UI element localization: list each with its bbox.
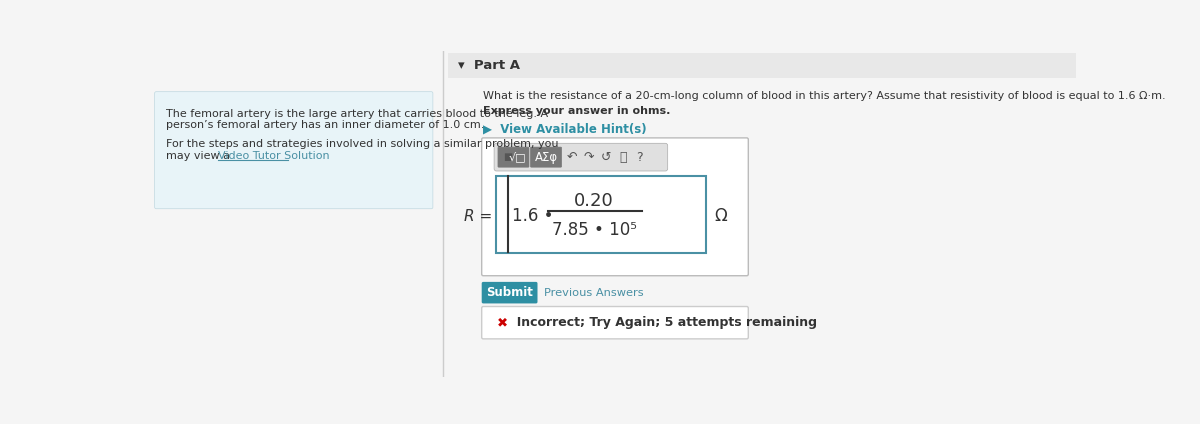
Text: Video Tutor Solution: Video Tutor Solution bbox=[218, 151, 330, 161]
Text: Previous Answers: Previous Answers bbox=[544, 287, 643, 298]
FancyBboxPatch shape bbox=[481, 138, 749, 276]
FancyBboxPatch shape bbox=[498, 147, 529, 167]
Text: Submit: Submit bbox=[486, 286, 533, 299]
Text: AΣφ: AΣφ bbox=[534, 151, 558, 164]
Text: ⬛: ⬛ bbox=[619, 151, 626, 164]
Text: For the steps and strategies involved in solving a similar problem, you: For the steps and strategies involved in… bbox=[166, 139, 558, 149]
FancyBboxPatch shape bbox=[530, 147, 562, 167]
FancyBboxPatch shape bbox=[481, 307, 749, 339]
Text: 1.6 •: 1.6 • bbox=[512, 207, 553, 226]
Text: may view a: may view a bbox=[166, 151, 233, 161]
Text: ↺: ↺ bbox=[600, 151, 611, 164]
FancyBboxPatch shape bbox=[497, 176, 706, 253]
Text: 7.85 • 10⁵: 7.85 • 10⁵ bbox=[552, 220, 636, 239]
Text: person’s femoral artery has an inner diameter of 1.0 cm.: person’s femoral artery has an inner dia… bbox=[166, 120, 484, 130]
Text: R =: R = bbox=[464, 209, 492, 224]
Text: Incorrect; Try Again; 5 attempts remaining: Incorrect; Try Again; 5 attempts remaini… bbox=[508, 316, 817, 329]
Text: ▶  View Available Hint(s): ▶ View Available Hint(s) bbox=[484, 123, 647, 136]
Text: ↶: ↶ bbox=[566, 151, 577, 164]
Text: Ω: Ω bbox=[714, 207, 727, 226]
FancyBboxPatch shape bbox=[481, 282, 538, 304]
FancyBboxPatch shape bbox=[449, 53, 1076, 78]
Text: 0.20: 0.20 bbox=[575, 192, 614, 210]
Text: ?: ? bbox=[636, 151, 643, 164]
FancyBboxPatch shape bbox=[494, 143, 667, 171]
FancyBboxPatch shape bbox=[155, 92, 433, 209]
Text: What is the resistance of a 20-cm-long column of blood in this artery? Assume th: What is the resistance of a 20-cm-long c… bbox=[484, 91, 1166, 101]
Text: √□: √□ bbox=[509, 152, 527, 162]
Text: Express your answer in ohms.: Express your answer in ohms. bbox=[484, 106, 671, 116]
Text: The femoral artery is the large artery that carries blood to the leg. A: The femoral artery is the large artery t… bbox=[166, 109, 547, 119]
Text: ■: ■ bbox=[503, 152, 512, 162]
Text: ↷: ↷ bbox=[583, 151, 594, 164]
Text: ✖: ✖ bbox=[497, 316, 509, 329]
Text: ▾  Part A: ▾ Part A bbox=[458, 59, 521, 72]
